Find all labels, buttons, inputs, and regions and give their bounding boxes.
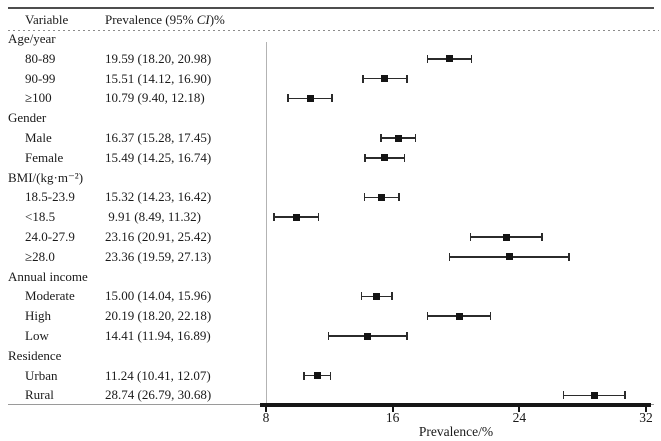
point-estimate-marker	[505, 253, 513, 261]
x-axis-tick-label: 24	[512, 410, 527, 425]
row-label: ≥28.0	[25, 248, 55, 264]
point-estimate-marker	[502, 233, 510, 241]
ci-cap-high	[405, 332, 408, 340]
row-label: 90-99	[25, 70, 56, 86]
ci-cap-low	[562, 391, 565, 400]
row-label: 18.5-23.9	[25, 189, 75, 205]
group-label: Age/year	[8, 31, 56, 46]
ci-cap-low	[469, 233, 472, 241]
row-value: 23.16 (20.91, 25.42)	[105, 229, 212, 244]
x-axis-tick-label: 32	[639, 410, 653, 425]
ci-cap-high	[489, 312, 492, 321]
row-value: 19.59 (18.20, 20.98)	[105, 50, 212, 66]
ci-cap-low	[380, 134, 383, 142]
point-estimate-marker	[381, 154, 389, 162]
row-label: Low	[25, 328, 49, 343]
header-divider-dashed-rule	[8, 30, 659, 31]
group-label: Residence	[8, 347, 62, 363]
row-value: 15.49 (14.25, 16.74)	[105, 149, 212, 165]
row-label: High	[25, 308, 51, 324]
ci-cap-low	[327, 332, 330, 340]
group-label: Annual income	[8, 268, 88, 284]
row-label: Male	[25, 130, 52, 145]
ci-cap-high	[470, 54, 473, 63]
row-label: 80-89	[25, 50, 56, 66]
row-label: 24.0-27.9	[25, 229, 75, 244]
ci-cap-high	[406, 74, 408, 83]
row-value: 15.00 (14.04, 15.96)	[105, 288, 212, 304]
column-header-prevalence: Prevalence (95% CI)%	[105, 9, 225, 30]
ci-cap-low	[360, 292, 363, 301]
point-estimate-marker	[292, 213, 300, 221]
row-label: Rural	[25, 387, 54, 403]
row-label: <18.5	[25, 209, 56, 225]
ci-cap-low	[362, 74, 364, 83]
prevalence-header-suffix: )%	[209, 12, 225, 27]
x-axis-tickmark	[391, 406, 394, 412]
row-label: Moderate	[25, 288, 75, 304]
ci-cap-high	[540, 233, 543, 241]
ci-cap-high	[568, 252, 570, 261]
prevalence-header-ci-italic: CI	[196, 12, 210, 27]
ci-cap-low	[303, 371, 305, 380]
point-estimate-marker	[455, 312, 463, 320]
x-axis-tickmark	[265, 406, 267, 412]
x-axis-tickmark	[518, 406, 521, 412]
ci-cap-low	[287, 94, 289, 103]
column-header-variable: Variable	[25, 12, 69, 27]
point-estimate-marker	[378, 193, 386, 201]
row-value: 15.32 (14.23, 16.42)	[105, 189, 212, 205]
x-axis-line	[260, 403, 651, 407]
row-value: 20.19 (18.20, 22.18)	[105, 308, 212, 324]
row-value: 10.79 (9.40, 12.18)	[105, 90, 205, 106]
ci-cap-high	[331, 94, 334, 103]
ci-cap-low	[426, 312, 429, 321]
point-estimate-marker	[395, 134, 403, 142]
ci-cap-low	[426, 54, 429, 63]
ci-cap-low	[448, 252, 451, 261]
ci-cap-high	[391, 292, 393, 301]
point-estimate-marker	[306, 94, 314, 102]
point-estimate-marker	[590, 391, 598, 399]
point-estimate-marker	[363, 332, 371, 340]
ci-cap-low	[272, 213, 275, 222]
x-axis-tick-label: 8	[262, 410, 270, 425]
ci-cap-high	[414, 134, 417, 142]
row-label: ≥100	[25, 90, 52, 106]
point-estimate-marker	[313, 372, 321, 380]
point-estimate-marker	[381, 75, 389, 83]
row-label: Female	[25, 149, 64, 165]
group-label: Gender	[8, 110, 47, 126]
x-axis-tick-label: 16	[385, 410, 400, 425]
point-estimate-marker	[373, 292, 381, 300]
table-top-rule	[8, 7, 654, 9]
x-axis-title: Prevalence/%	[418, 424, 494, 439]
row-value: 9.91 (8.49, 11.32)	[105, 209, 201, 225]
row-value: 16.37 (15.28, 17.45)	[105, 130, 212, 145]
ci-cap-high	[398, 193, 401, 202]
ci-cap-high	[329, 371, 332, 380]
x-axis-tickmark	[644, 406, 647, 412]
row-value: 28.74 (26.79, 30.68)	[105, 387, 212, 403]
point-estimate-marker	[446, 55, 453, 63]
ci-cap-high	[317, 213, 320, 222]
row-label: Urban	[25, 367, 58, 383]
reference-line	[265, 42, 267, 404]
group-label: BMI/(kg·m⁻²)	[8, 169, 84, 185]
row-value: 15.51 (14.12, 16.90)	[105, 70, 212, 86]
prevalence-header-prefix: Prevalence (95%	[105, 12, 197, 27]
row-value: 14.41 (11.94, 16.89)	[105, 328, 211, 343]
ci-cap-low	[364, 153, 366, 162]
row-value: 23.36 (19.59, 27.13)	[105, 248, 212, 264]
ci-cap-low	[363, 193, 366, 202]
ci-cap-high	[403, 153, 406, 162]
row-value: 11.24 (10.41, 12.07)	[105, 367, 211, 383]
ci-cap-high	[624, 391, 626, 400]
